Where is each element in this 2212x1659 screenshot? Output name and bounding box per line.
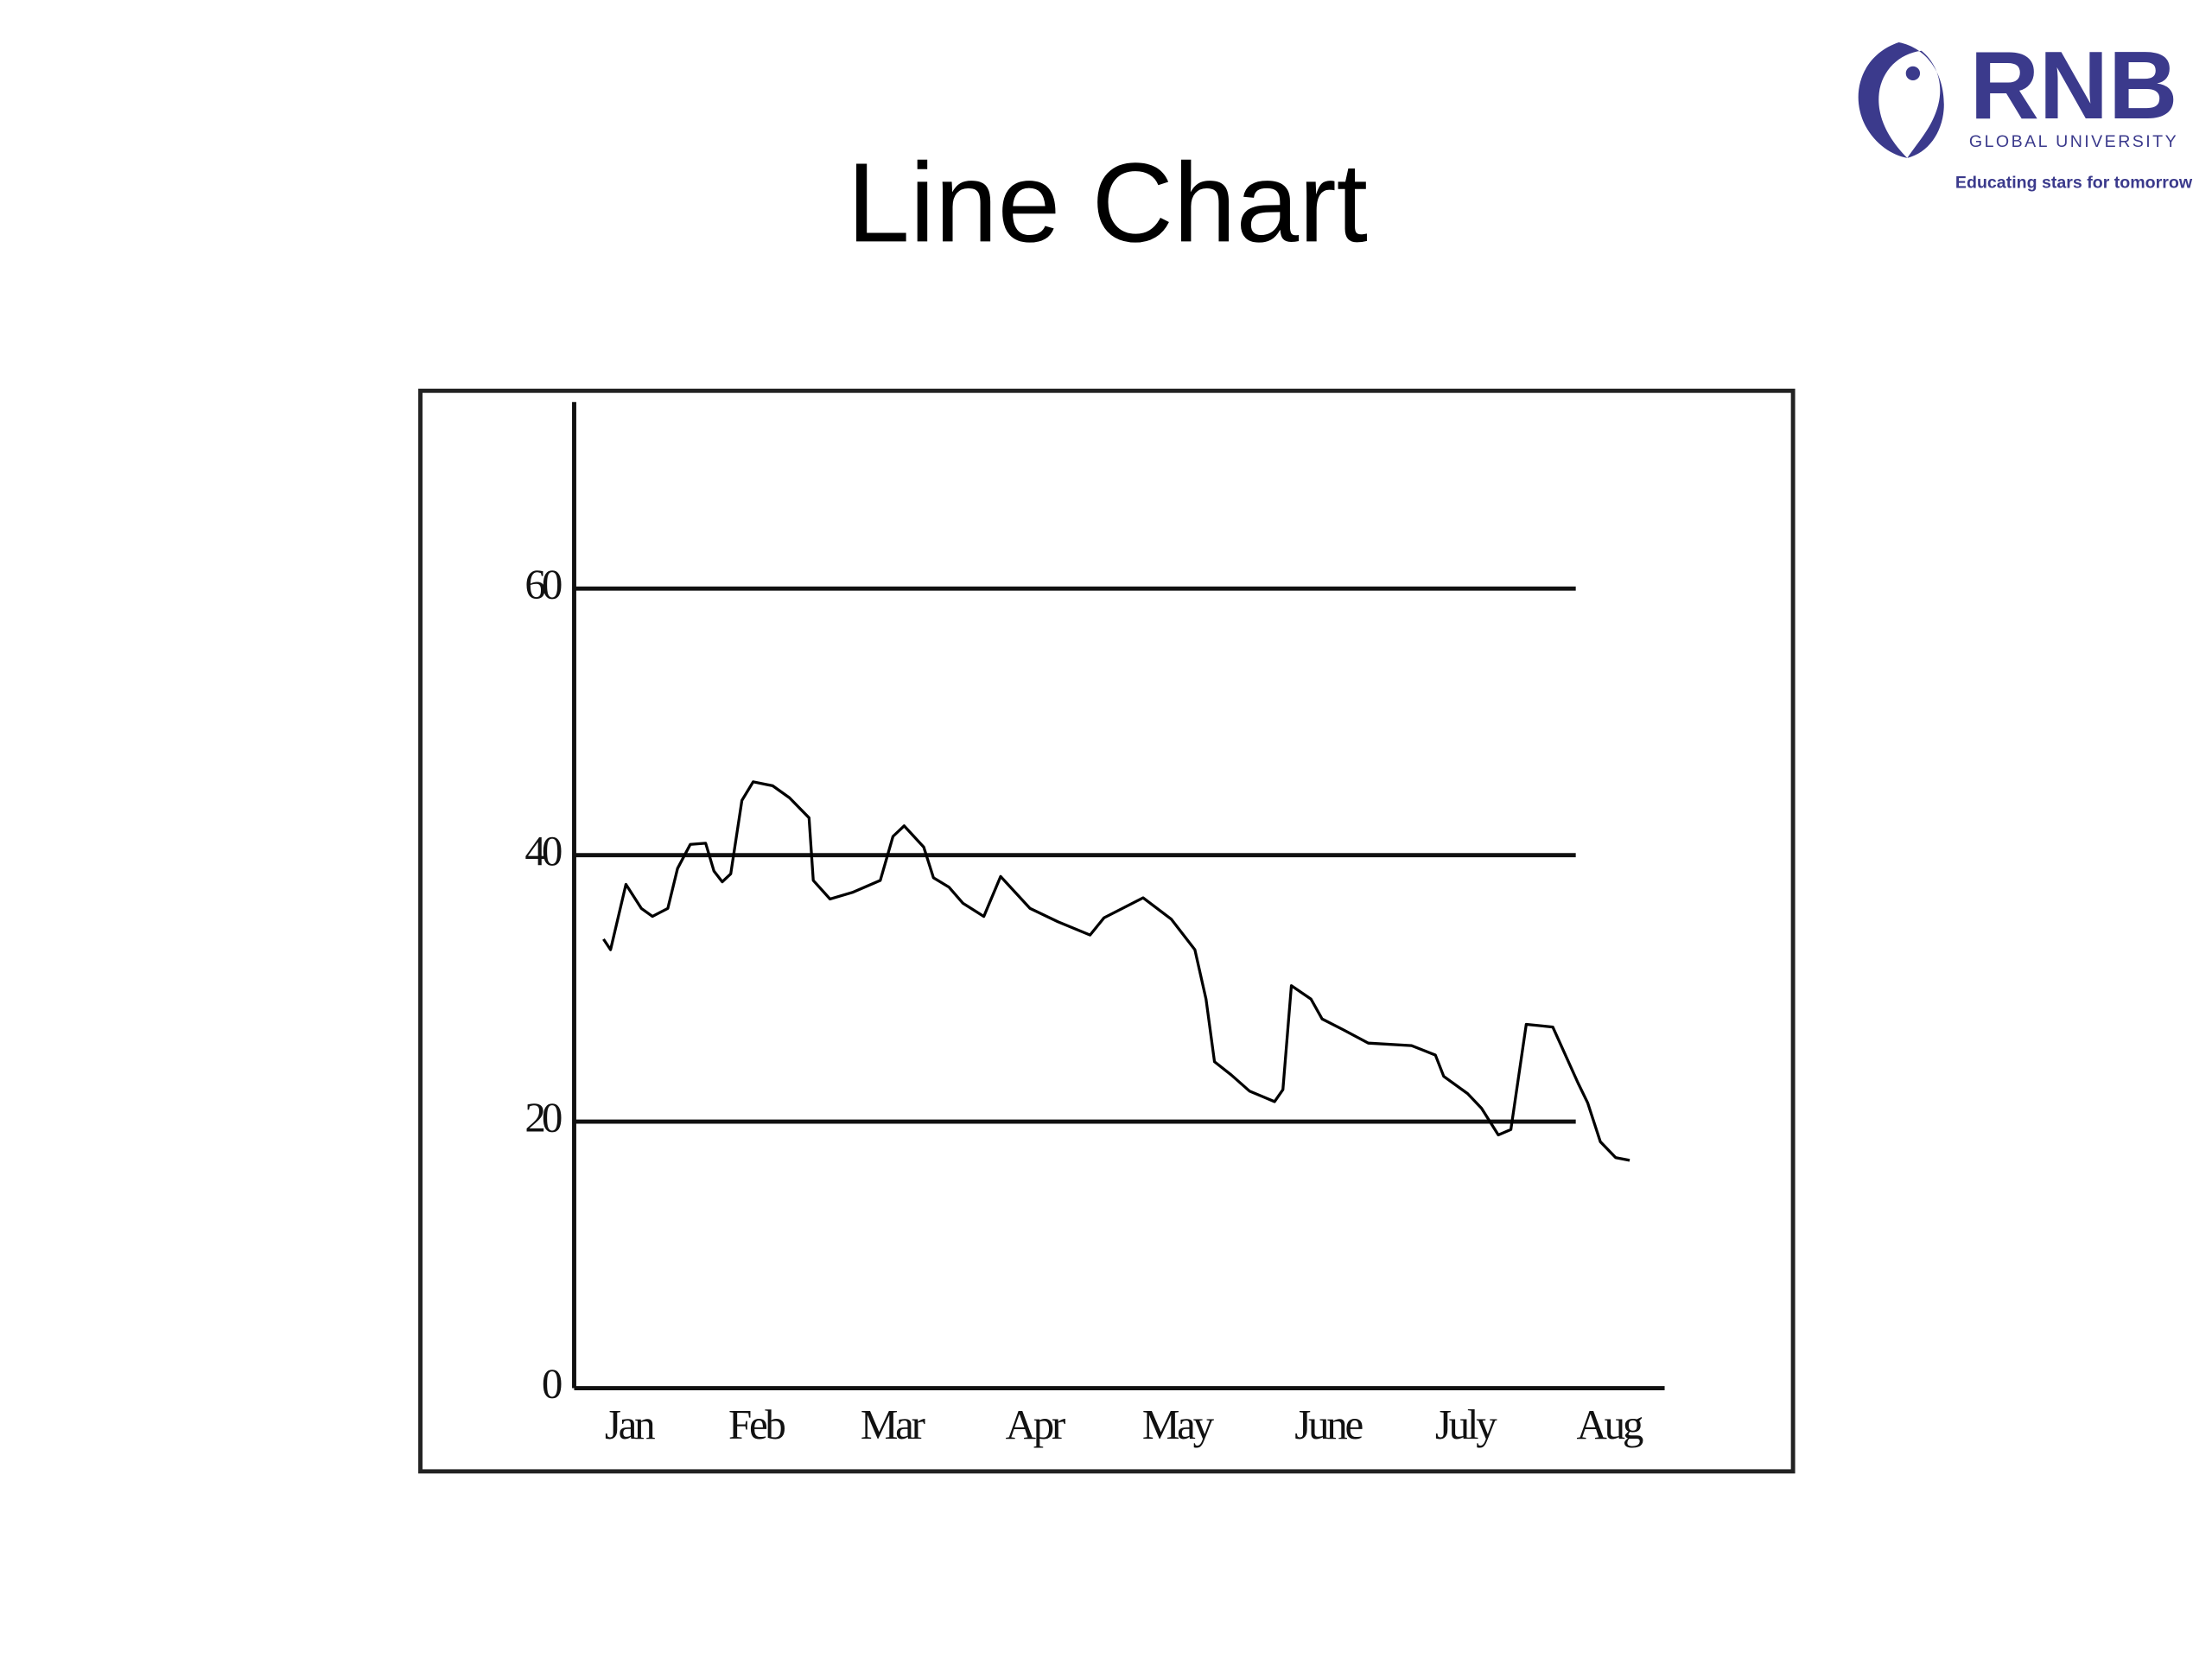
x-tick-label: July	[1435, 1401, 1497, 1448]
logo-emblem-dot	[1905, 66, 1921, 81]
logo-emblem	[1858, 41, 1944, 158]
x-tick-label: Feb	[728, 1401, 785, 1448]
y-tick-label: 0	[542, 1360, 562, 1408]
y-tick-label: 20	[524, 1093, 562, 1141]
y-tick-label: 60	[524, 560, 562, 607]
x-tick-label: Aug	[1577, 1401, 1643, 1448]
logo: RNB GLOBAL UNIVERSITY Educating stars fo…	[1858, 31, 2193, 192]
x-tick-label: Mar	[861, 1401, 925, 1448]
slide-title: Line Chart	[847, 139, 1368, 265]
y-tick-label: 40	[524, 827, 562, 874]
x-tick-label: Apr	[1006, 1401, 1065, 1448]
logo-name: RNB	[1970, 31, 2178, 139]
logo-tagline: Educating stars for tomorrow	[1955, 173, 2193, 192]
logo-subtitle: GLOBAL UNIVERSITY	[1969, 132, 2178, 151]
x-tick-label: May	[1142, 1401, 1215, 1448]
x-tick-label: Jan	[605, 1401, 655, 1448]
chart-frame	[418, 388, 1796, 1474]
x-tick-label: June	[1294, 1401, 1363, 1448]
data-line	[602, 780, 1630, 1162]
